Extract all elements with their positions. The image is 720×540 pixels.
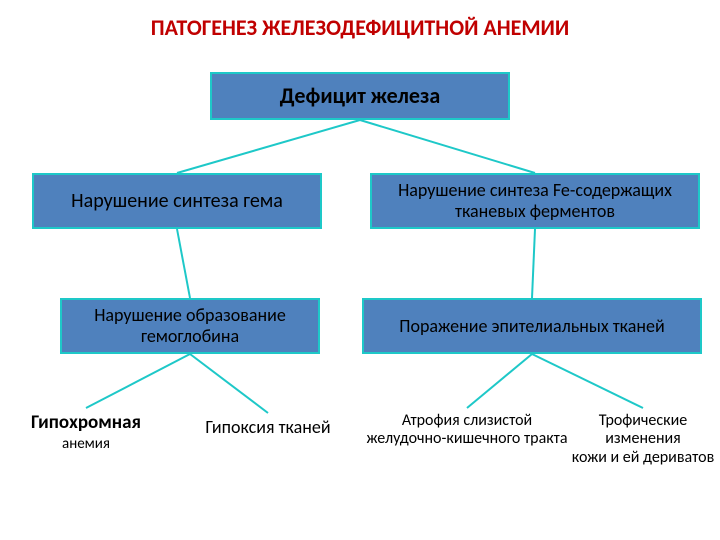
label-b4: Трофические изменения кожи и ей деривато… xyxy=(568,412,718,467)
node-l1-text: Нарушение синтеза гема xyxy=(71,190,283,213)
label-b1a: Гипохромная xyxy=(6,412,166,434)
label-b2: Гипоксия тканей xyxy=(178,417,358,438)
node-root: Дефицит железа xyxy=(210,72,510,120)
node-l1: Нарушение синтеза гема xyxy=(32,173,322,229)
node-r2-text: Поражение эпителиальных тканей xyxy=(399,316,664,337)
diagram-title: ПАТОГЕНЕЗ ЖЕЛЕЗОДЕФИЦИТНОЙ АНЕМИИ xyxy=(0,14,720,41)
node-l2-text: Нарушение образование гемоглобина xyxy=(62,305,318,346)
label-b1b: анемия xyxy=(6,436,166,453)
node-l2: Нарушение образование гемоглобина xyxy=(60,298,320,354)
node-root-text: Дефицит железа xyxy=(280,83,440,108)
label-b3: Атрофия слизистой желудочно-кишечного тр… xyxy=(362,412,572,449)
node-r1: Нарушение синтеза Fe-содержащих тканевых… xyxy=(370,173,700,229)
node-r1-text: Нарушение синтеза Fe-содержащих тканевых… xyxy=(372,180,698,221)
node-r2: Поражение эпителиальных тканей xyxy=(362,298,702,354)
